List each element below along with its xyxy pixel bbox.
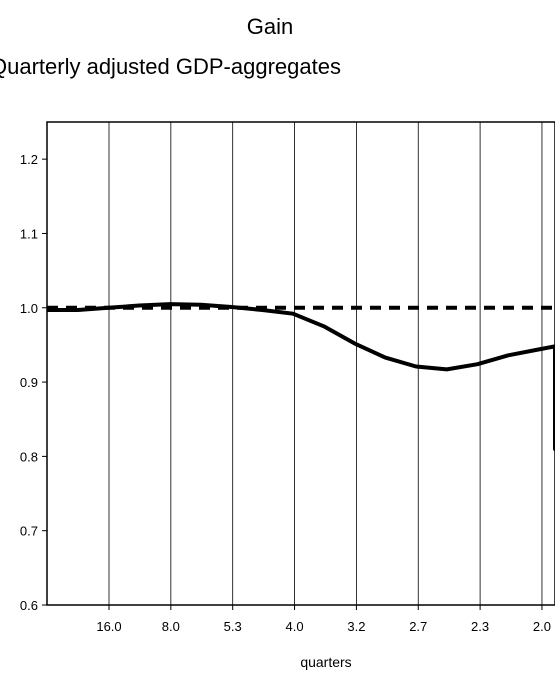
x-tick-label: 4.0 [286,619,304,634]
x-tick-label: 5.3 [224,619,242,634]
gain-line [47,302,555,451]
x-tick-label: 2.7 [409,619,427,634]
x-tick-label: 3.2 [347,619,365,634]
y-tick-label: 1.1 [20,226,38,241]
series-group [47,302,555,451]
x-tick-label: 8.0 [162,619,180,634]
x-tick-label: 16.0 [96,619,121,634]
plot-frame [46,121,555,606]
chart-title: Gain [246,14,294,39]
y-tick-label: 0.8 [20,449,38,464]
y-axis: 0.6 0.7 0.8 0.9 1.0 1.1 1.2 [20,152,47,613]
x-axis: 16.0 8.0 5.3 4.0 3.2 2.7 2.3 2.0 [96,605,551,634]
x-tick-label: 2.0 [533,619,551,634]
chart-subtitle: Quarterly adjusted GDP-aggregates [0,54,341,79]
y-tick-label: 1.2 [20,152,38,167]
y-tick-label: 1.0 [20,301,38,316]
y-tick-label: 0.7 [20,524,38,539]
x-axis-label: quarters [300,654,351,670]
y-tick-label: 0.6 [20,598,38,613]
x-tick-label: 2.3 [471,619,489,634]
y-tick-label: 0.9 [20,375,38,390]
